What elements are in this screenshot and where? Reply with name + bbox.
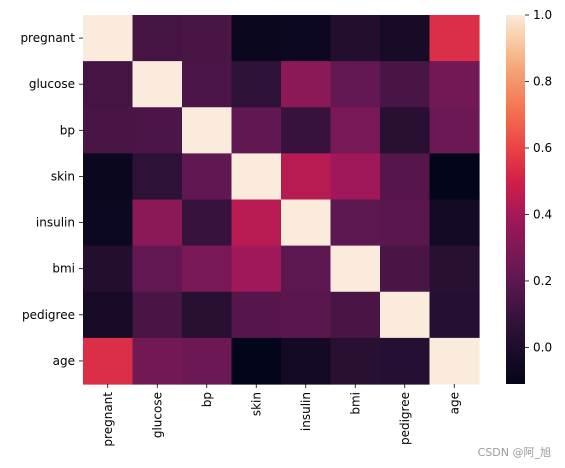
heatmap-cell-bp-skin	[231, 107, 282, 154]
heatmap-cell-pedigree-glucose	[132, 291, 183, 339]
heatmap-cell-skin-pregnant	[83, 153, 134, 201]
heatmap-cell-age-skin	[231, 337, 282, 385]
heatmap-cell-insulin-insulin	[281, 199, 332, 247]
y-tick-label-insulin: insulin	[36, 216, 75, 230]
heatmap-cell-skin-bmi	[330, 153, 381, 201]
x-tick-label-glucose: glucose	[150, 392, 164, 438]
heatmap-cell-bmi-bmi	[330, 245, 381, 293]
heatmap-cell-age-bmi	[330, 337, 381, 385]
colorbar-tick-label: 0.2	[533, 274, 552, 288]
heatmap-cell-age-pregnant	[83, 337, 134, 385]
heatmap-cell-pedigree-bp	[182, 291, 233, 339]
colorbar-gradient	[506, 15, 525, 384]
heatmap-cell-pedigree-age	[429, 291, 480, 339]
heatmap-cell-insulin-bp	[182, 199, 233, 247]
heatmap-cell-bmi-age	[429, 245, 480, 293]
heatmap-cell-bp-bmi	[330, 107, 381, 154]
heatmap-cell-age-pedigree	[380, 337, 431, 385]
colorbar-tick-label: 0.8	[533, 74, 552, 88]
heatmap-cell-glucose-glucose	[132, 61, 183, 108]
x-tick-labels: pregnant glucose bp skin insulin bmi pedigree a…	[101, 384, 461, 447]
heatmap-cell-glucose-bp	[182, 61, 233, 108]
heatmap-cell-bmi-skin	[231, 245, 282, 293]
x-tick-label-pedigree: pedigree	[398, 392, 412, 445]
x-tick-label-age: age	[447, 392, 461, 414]
y-tick-label-bmi: bmi	[52, 262, 75, 276]
heatmap-cell-bmi-glucose	[132, 245, 183, 293]
heatmap-cell-glucose-bmi	[330, 61, 381, 108]
y-tick-labels: pregnant glucose bp skin insulin bmi pedigree a…	[20, 31, 83, 368]
watermark: CSDN @阿_旭	[477, 446, 551, 459]
heatmap-cell-pedigree-pregnant	[83, 291, 134, 339]
colorbar-tick-label: 0.0	[533, 340, 552, 354]
heatmap-cell-pregnant-bmi	[330, 15, 381, 62]
heatmap-cells	[83, 15, 480, 385]
y-tick-label-skin: skin	[51, 169, 75, 183]
heatmap-cell-glucose-pedigree	[380, 61, 431, 108]
x-tick-label-bmi: bmi	[348, 392, 362, 415]
heatmap-cell-insulin-age	[429, 199, 480, 247]
y-tick-label-pedigree: pedigree	[22, 308, 75, 322]
heatmap-cell-age-age	[429, 337, 480, 385]
x-tick-label-skin: skin	[249, 392, 263, 416]
heatmap-cell-age-bp	[182, 337, 233, 385]
heatmap-cell-skin-age	[429, 153, 480, 201]
colorbar-tick-label: 0.4	[533, 207, 552, 221]
heatmap-cell-skin-glucose	[132, 153, 183, 201]
heatmap-cell-pregnant-age	[429, 15, 480, 62]
heatmap-cell-glucose-pregnant	[83, 61, 134, 108]
heatmap-cell-insulin-glucose	[132, 199, 183, 247]
heatmap-cell-pedigree-pedigree	[380, 291, 431, 339]
colorbar: 1.0 0.8 0.6 0.4 0.2 0.0	[506, 8, 552, 384]
x-tick-label-bp: bp	[200, 392, 214, 407]
heatmap-cell-pregnant-pregnant	[83, 15, 134, 62]
heatmap-cell-insulin-bmi	[330, 199, 381, 247]
x-tick-label-pregnant: pregnant	[101, 392, 115, 447]
heatmap-cell-insulin-pedigree	[380, 199, 431, 247]
heatmap-cell-insulin-pregnant	[83, 199, 134, 247]
heatmap-cell-bp-insulin	[281, 107, 332, 154]
heatmap-cell-bmi-pedigree	[380, 245, 431, 293]
heatmap-cell-bp-bp	[182, 107, 233, 154]
heatmap-cell-glucose-insulin	[281, 61, 332, 108]
heatmap-cell-pregnant-pedigree	[380, 15, 431, 62]
heatmap-cell-insulin-skin	[231, 199, 282, 247]
y-tick-label-glucose: glucose	[29, 77, 75, 91]
heatmap-cell-bmi-pregnant	[83, 245, 134, 293]
heatmap-cell-skin-pedigree	[380, 153, 431, 201]
heatmap-cell-skin-skin	[231, 153, 282, 201]
colorbar-tick-label: 1.0	[533, 8, 552, 22]
heatmap-cell-pregnant-skin	[231, 15, 282, 62]
heatmap-cell-glucose-skin	[231, 61, 282, 108]
heatmap-cell-glucose-age	[429, 61, 480, 108]
heatmap-cell-pregnant-glucose	[132, 15, 183, 62]
colorbar-tick-label: 0.6	[533, 141, 552, 155]
heatmap-cell-bp-pregnant	[83, 107, 134, 154]
heatmap-cell-age-glucose	[132, 337, 183, 385]
heatmap-cell-age-insulin	[281, 337, 332, 385]
y-tick-label-pregnant: pregnant	[20, 31, 75, 45]
heatmap-cell-bp-glucose	[132, 107, 183, 154]
heatmap-cell-skin-bp	[182, 153, 233, 201]
heatmap-cell-pedigree-bmi	[330, 291, 381, 339]
heatmap-cell-pedigree-insulin	[281, 291, 332, 339]
y-tick-label-bp: bp	[60, 123, 75, 137]
heatmap-cell-bp-pedigree	[380, 107, 431, 154]
heatmap-cell-pregnant-insulin	[281, 15, 332, 62]
heatmap-cell-skin-insulin	[281, 153, 332, 201]
heatmap-cell-bmi-bp	[182, 245, 233, 293]
heatmap-cell-pregnant-bp	[182, 15, 233, 62]
heatmap-cell-bmi-insulin	[281, 245, 332, 293]
heatmap-cell-pedigree-skin	[231, 291, 282, 339]
heatmap-cell-bp-age	[429, 107, 480, 154]
y-tick-label-age: age	[53, 354, 75, 368]
x-tick-label-insulin: insulin	[299, 392, 313, 431]
